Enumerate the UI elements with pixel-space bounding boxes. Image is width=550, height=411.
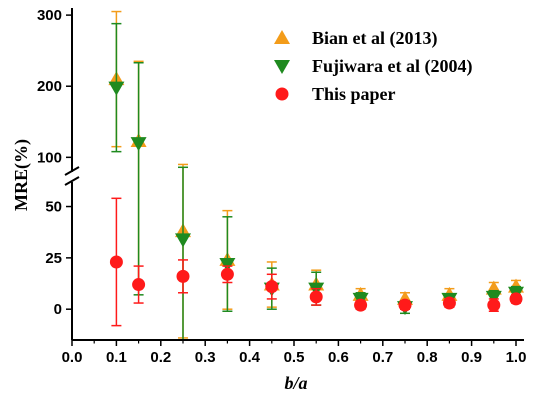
legend-marker [274,60,290,74]
y-tick-label: 100 [37,149,62,166]
legend-marker [274,30,290,44]
data-point [176,269,190,283]
x-tick-label: 0.9 [461,349,482,366]
series-this-paper [109,197,523,327]
data-point [219,258,236,273]
x-tick-label: 0.7 [372,349,393,366]
data-point [130,137,147,152]
data-point [398,298,412,312]
legend-label: Bian et al (2013) [312,28,438,49]
x-tick-label: 0.3 [195,349,216,366]
plot-area [108,10,524,341]
x-tick-label: 0.0 [62,349,83,366]
data-point [220,267,234,281]
data-point [265,280,279,294]
y-tick-label: 50 [45,199,62,216]
data-point [485,290,502,305]
data-point [487,298,501,312]
x-tick-label: 0.4 [239,349,261,366]
data-point [442,296,456,310]
y-axis-title: MRE(%) [11,139,32,211]
x-tick-label: 0.8 [417,349,438,366]
legend-label: This paper [312,84,396,104]
x-tick-label: 0.1 [106,349,127,366]
y-tick-label: 300 [37,7,62,24]
data-point [509,292,523,306]
data-point [109,255,123,269]
data-point [354,298,368,312]
axes: 0.0 0.1 0.2 0.3 0.4 0.5 0.6 0.7 0.8 0.9 1.0 0 25 50 10… [11,7,526,393]
data-point [108,81,125,96]
x-tick-label: 0.6 [328,349,349,366]
y-tick-label: 200 [37,78,62,95]
legend: Bian et al (2013) Fujiwara et al (2004) Th… [274,28,472,104]
legend-marker [275,87,289,101]
data-point [175,233,191,248]
x-axis-title: b/a [284,373,307,393]
data-point [309,290,323,304]
axis-break-mark [64,176,80,186]
legend-label: Fujiwara et al (2004) [312,56,472,77]
x-tick-label: 0.2 [150,349,171,366]
axis-break-mark [64,166,80,176]
x-tick-label: 1.0 [506,349,527,366]
data-point [132,278,146,292]
y-tick-label: 25 [45,250,62,267]
y-tick-label: 0 [54,301,62,318]
x-tick-label: 0.5 [284,349,305,366]
